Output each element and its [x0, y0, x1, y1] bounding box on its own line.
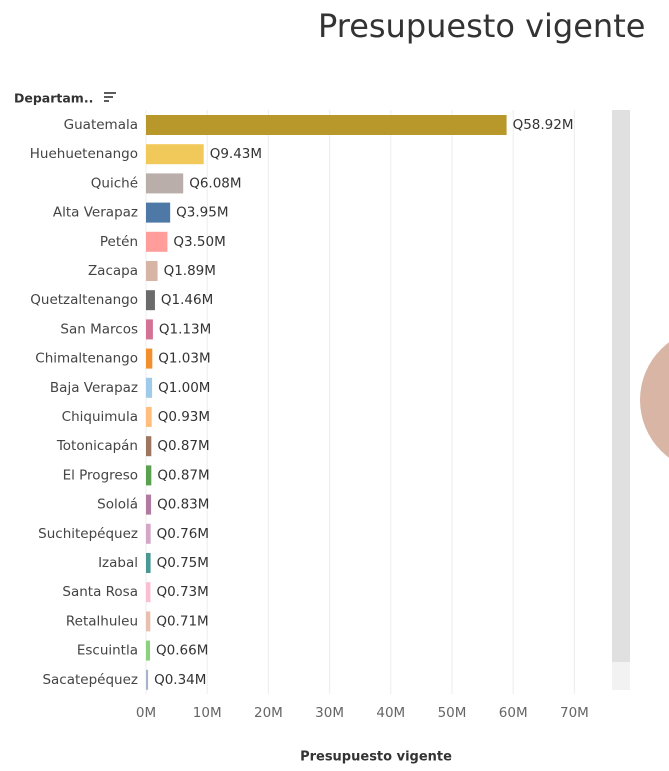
- scrollbar-thumb[interactable]: [612, 110, 630, 662]
- y-tick-label: Zacapa: [88, 263, 138, 279]
- y-tick-label: Quetzaltenango: [30, 292, 138, 308]
- bar: [146, 290, 155, 311]
- data-label: Q3.95M: [176, 205, 228, 221]
- y-tick-label: El Progreso: [63, 467, 138, 483]
- x-tick-label: 20M: [254, 705, 283, 721]
- bar: [146, 465, 152, 486]
- y-tick-label: Sololá: [97, 497, 138, 513]
- x-tick-label: 70M: [560, 705, 589, 721]
- y-tick-label: Huehuetenango: [30, 146, 138, 162]
- bar: [146, 144, 204, 165]
- bar: [146, 261, 158, 281]
- sort-icon[interactable]: [104, 92, 116, 102]
- bar: [146, 640, 151, 661]
- bar: [146, 319, 153, 340]
- x-tick-label: 0M: [136, 705, 156, 721]
- y-tick-label: Santa Rosa: [62, 584, 138, 600]
- y-tick-label: Chimaltenango: [35, 351, 138, 367]
- data-label: Q0.34M: [154, 672, 206, 688]
- bar: [146, 377, 153, 398]
- y-tick-label: Suchitepéquez: [38, 526, 138, 542]
- bar: [146, 669, 149, 690]
- x-tick-label: 40M: [376, 705, 405, 721]
- data-label: Q0.71M: [156, 613, 208, 629]
- y-tick-label: Baja Verapaz: [50, 380, 138, 396]
- partial-circle: [640, 342, 669, 458]
- bar: [146, 348, 153, 369]
- data-label: Q1.46M: [161, 292, 213, 308]
- bar: [146, 553, 151, 573]
- data-label: Q6.08M: [189, 175, 241, 191]
- y-tick-label: Sacatepéquez: [42, 672, 138, 688]
- bar: [146, 494, 152, 515]
- data-label: Q0.87M: [157, 467, 209, 483]
- x-tick-label: 60M: [499, 705, 528, 721]
- bar: [146, 115, 507, 135]
- data-label: Q0.73M: [156, 584, 208, 600]
- bar: [146, 611, 151, 632]
- bar: [146, 202, 171, 223]
- y-tick-label: Alta Verapaz: [53, 205, 138, 221]
- data-label: Q1.89M: [164, 263, 216, 279]
- y-axis-header[interactable]: Departam..: [14, 91, 93, 106]
- y-tick-label: Petén: [100, 234, 138, 250]
- data-label: Q0.93M: [158, 409, 210, 425]
- data-label: Q1.13M: [159, 321, 211, 337]
- data-label: Q0.66M: [156, 643, 208, 659]
- y-tick-label: Guatemala: [64, 117, 138, 133]
- y-tick-label: Escuintla: [77, 643, 138, 659]
- data-label: Q0.76M: [157, 526, 209, 542]
- x-tick-label: 10M: [193, 705, 222, 721]
- y-tick-label: San Marcos: [60, 321, 138, 337]
- bar: [146, 173, 184, 194]
- data-label: Q1.03M: [158, 351, 210, 367]
- y-tick-label: Totonicapán: [56, 438, 138, 454]
- data-label: Q3.50M: [173, 234, 225, 250]
- data-label: Q0.87M: [157, 438, 209, 454]
- x-tick-label: 50M: [438, 705, 467, 721]
- bar: [146, 436, 152, 457]
- y-tick-label: Izabal: [98, 555, 138, 571]
- y-tick-label: Retalhuleu: [66, 613, 138, 629]
- y-tick-label: Quiché: [91, 175, 138, 191]
- bar: [146, 231, 168, 252]
- x-tick-label: 30M: [315, 705, 344, 721]
- bar: [146, 582, 151, 603]
- y-tick-label: Chiquimula: [62, 409, 138, 425]
- data-label: Q0.83M: [157, 497, 209, 513]
- bar: [146, 523, 151, 544]
- x-axis-title: Presupuesto vigente: [300, 750, 452, 765]
- chart-title: Presupuesto vigente: [318, 7, 645, 45]
- data-label: Q0.75M: [157, 555, 209, 571]
- data-label: Q58.92M: [513, 117, 574, 133]
- data-label: Q9.43M: [210, 146, 262, 162]
- data-label: Q1.00M: [158, 380, 210, 396]
- bar: [146, 407, 152, 427]
